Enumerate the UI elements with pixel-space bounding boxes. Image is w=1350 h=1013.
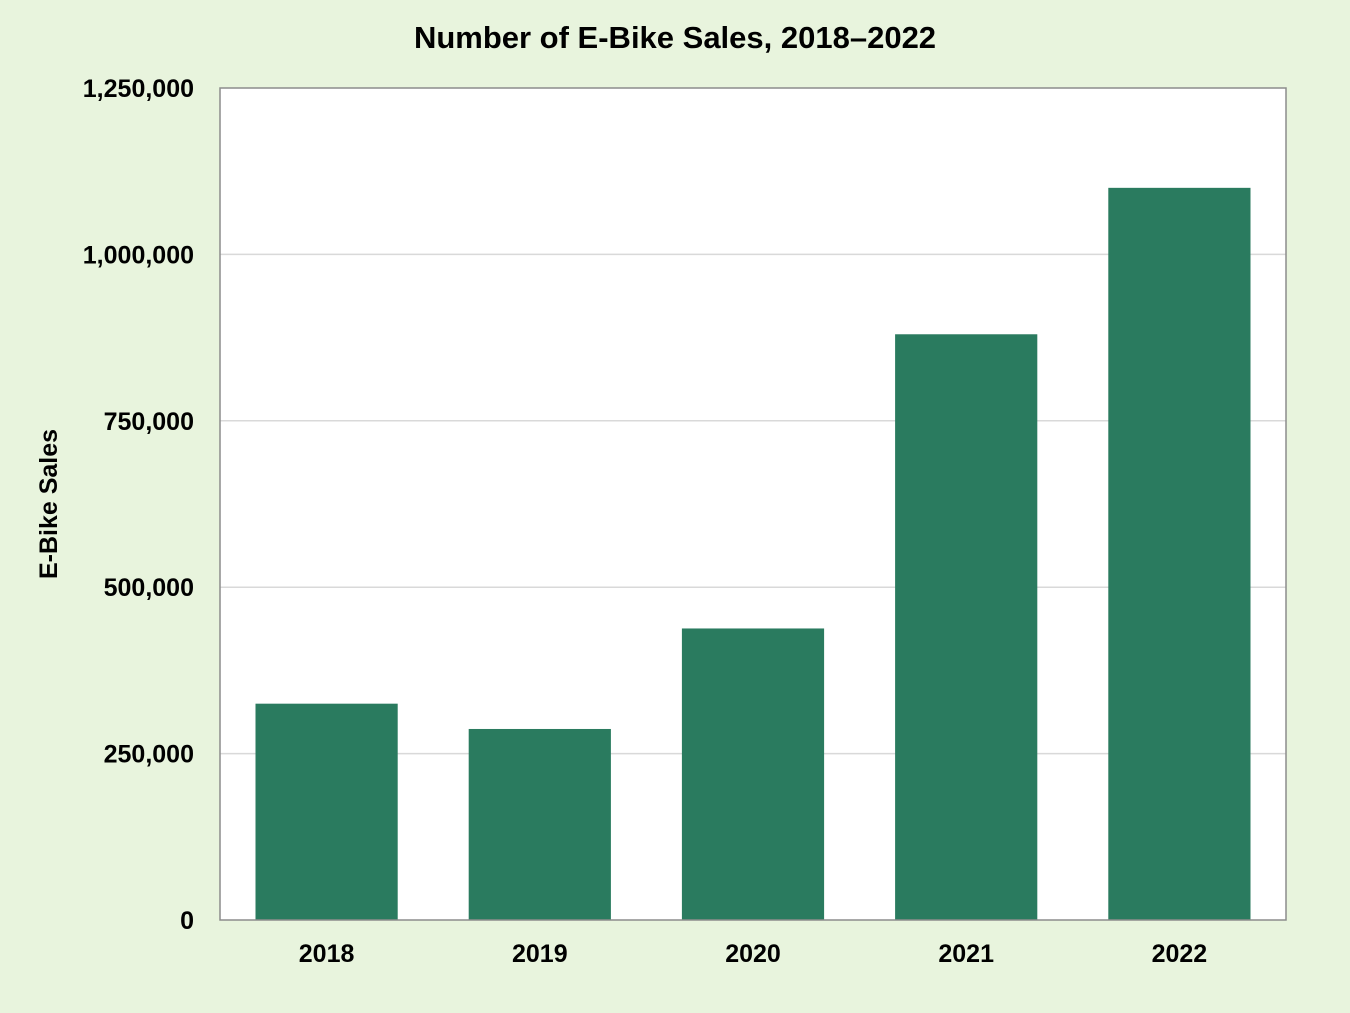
bar-2020 (681, 628, 825, 920)
bar-2019 (468, 728, 611, 920)
x-tick-label: 2022 (1152, 940, 1208, 968)
y-axis-ticks: 0 250,000 500,000 750,000 1,000,000 1,250,000 (83, 75, 194, 935)
bar-2018 (255, 703, 398, 920)
y-tick-label: 750,000 (104, 408, 194, 436)
y-axis-label: E-Bike Sales (35, 429, 63, 579)
y-tick-label: 500,000 (104, 574, 194, 602)
bar-2021 (895, 334, 1038, 921)
x-tick-label: 2018 (299, 940, 355, 968)
y-tick-label: 250,000 (104, 741, 194, 769)
y-tick-label: 1,000,000 (83, 241, 194, 269)
chart-title: Number of E-Bike Sales, 2018–2022 (414, 20, 936, 55)
x-axis-ticks: 2018 2019 2020 2021 2022 (299, 940, 1207, 968)
y-tick-label: 0 (180, 907, 194, 935)
x-tick-label: 2020 (725, 940, 781, 968)
bar-2022 (1108, 187, 1251, 921)
x-tick-label: 2021 (938, 940, 994, 968)
x-tick-label: 2019 (512, 940, 568, 968)
y-tick-label: 1,250,000 (83, 75, 194, 103)
bars (255, 187, 1251, 921)
plot-border (219, 87, 1287, 921)
